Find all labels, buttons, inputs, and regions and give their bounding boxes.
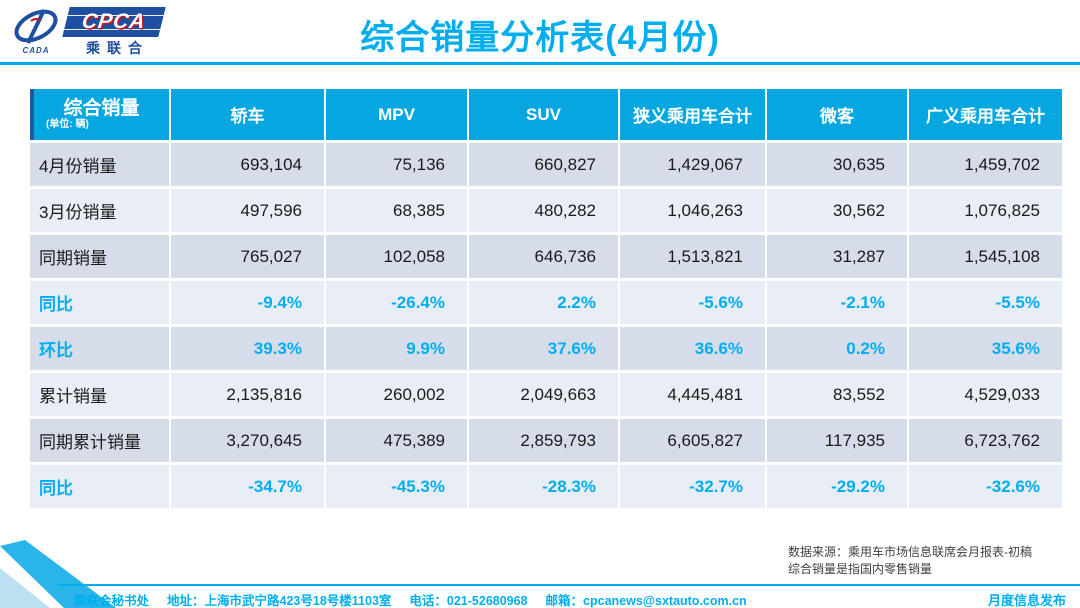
cell: 4,445,481 [620, 373, 765, 416]
cell: -29.2% [767, 465, 907, 508]
row-label: 环比 [30, 327, 169, 370]
cell: 1,513,821 [620, 235, 765, 278]
cell: 30,562 [767, 189, 907, 232]
cell: 475,389 [326, 419, 467, 462]
cell: 660,827 [469, 143, 618, 186]
cell: 1,046,263 [620, 189, 765, 232]
cell: 2.2% [469, 281, 618, 324]
cell: 9.9% [326, 327, 467, 370]
cell: -5.5% [909, 281, 1062, 324]
row-label: 累计销量 [30, 373, 169, 416]
cell: 2,859,793 [469, 419, 618, 462]
cell: 497,596 [171, 189, 324, 232]
cell: 31,287 [767, 235, 907, 278]
cpca-emblem: CADA [10, 7, 62, 55]
cell: -9.4% [171, 281, 324, 324]
cell: 75,136 [326, 143, 467, 186]
source-notes: 数据来源：乘用车市场信息联席会月报表-初稿 综合销量是指国内零售销量 [788, 544, 1032, 578]
table-row-mom: 环比 39.3% 9.9% 37.6% 36.6% 0.2% 35.6% [30, 327, 1062, 370]
cell: -34.7% [171, 465, 324, 508]
cell: 1,076,825 [909, 189, 1062, 232]
cell: 68,385 [326, 189, 467, 232]
cell: -5.6% [620, 281, 765, 324]
cell: 4,529,033 [909, 373, 1062, 416]
note-definition: 综合销量是指国内零售销量 [788, 562, 933, 576]
table-row-april-sales: 4月份销量 693,104 75,136 660,827 1,429,067 3… [30, 143, 1062, 186]
corner-header: 综合销量 (单位: 辆) [30, 89, 169, 140]
cell: 693,104 [171, 143, 324, 186]
cell: -28.3% [469, 465, 618, 508]
cell: 260,002 [326, 373, 467, 416]
cell: 6,723,762 [909, 419, 1062, 462]
corner-unit: (单位: 辆) [46, 118, 89, 130]
cell: 102,058 [326, 235, 467, 278]
col-header-mpv: MPV [326, 89, 467, 140]
col-header-minivan: 微客 [767, 89, 907, 140]
cell: 6,605,827 [620, 419, 765, 462]
note-source: 数据来源：乘用车市场信息联席会月报表-初稿 [788, 545, 1032, 559]
cell: 480,282 [469, 189, 618, 232]
row-label: 4月份销量 [30, 143, 169, 186]
cell: 2,135,816 [171, 373, 324, 416]
row-label: 同期累计销量 [30, 419, 169, 462]
cell: 35.6% [909, 327, 1062, 370]
table-row-march-sales: 3月份销量 497,596 68,385 480,282 1,046,263 3… [30, 189, 1062, 232]
corner-title: 综合销量 [63, 97, 140, 119]
cell: 36.6% [620, 327, 765, 370]
cell: 0.2% [767, 327, 907, 370]
cell: 765,027 [171, 235, 324, 278]
cell: 39.3% [171, 327, 324, 370]
cell: -32.6% [909, 465, 1062, 508]
cell: -26.4% [326, 281, 467, 324]
sales-table: 综合销量 (单位: 辆) 轿车 MPV SUV 狭义乘用车合计 微客 广义乘用车… [28, 86, 1064, 511]
table-header-row: 综合销量 (单位: 辆) 轿车 MPV SUV 狭义乘用车合计 微客 广义乘用车… [30, 89, 1062, 140]
footer-address: 地址：上海市武宁路423号18号楼1103室 [167, 594, 392, 608]
cell: 1,545,108 [909, 235, 1062, 278]
table-row-same-period-cumulative: 同期累计销量 3,270,645 475,389 2,859,793 6,605… [30, 419, 1062, 462]
col-header-broad-pv-total: 广义乘用车合计 [909, 89, 1062, 140]
cell: 117,935 [767, 419, 907, 462]
emblem-caption: CADA [22, 46, 50, 55]
cpca-emblem-icon [14, 9, 58, 44]
cell: 2,049,663 [469, 373, 618, 416]
footer-release-label: 月度信息发布 [987, 593, 1066, 608]
cell: 30,635 [767, 143, 907, 186]
table-row-cumulative-sales: 累计销量 2,135,816 260,002 2,049,663 4,445,4… [30, 373, 1062, 416]
table-row-cumulative-yoy: 同比 -34.7% -45.3% -28.3% -32.7% -29.2% -3… [30, 465, 1062, 508]
row-label: 同比 [30, 465, 169, 508]
cell: 646,736 [469, 235, 618, 278]
footer-contact: 乘联会秘书处 地址：上海市武宁路423号18号楼1103室 电话：021-526… [74, 590, 747, 608]
row-label: 同比 [30, 281, 169, 324]
col-header-sedan: 轿车 [171, 89, 324, 140]
cell: -2.1% [767, 281, 907, 324]
cell: 37.6% [469, 327, 618, 370]
cell: -45.3% [326, 465, 467, 508]
cpca-logo: CADA CPCA 乘联合 [10, 7, 166, 58]
table-row-yoy: 同比 -9.4% -26.4% 2.2% -5.6% -2.1% -5.5% [30, 281, 1062, 324]
footer-email: 邮箱：cpcanews@sxtauto.com.cn [545, 594, 747, 608]
page-title: 综合销量分析表(4月份) [360, 19, 720, 57]
cpca-block: CPCA 乘联合 [62, 7, 166, 58]
row-label: 3月份销量 [30, 189, 169, 232]
cell: -32.7% [620, 465, 765, 508]
cell: 3,270,645 [171, 419, 324, 462]
footer-org: 乘联会秘书处 [74, 594, 150, 608]
col-header-narrow-pv-total: 狭义乘用车合计 [620, 89, 765, 140]
cpca-cn-name: 乘联合 [86, 40, 149, 56]
row-label: 同期销量 [30, 235, 169, 278]
col-header-suv: SUV [469, 89, 618, 140]
footer-divider [58, 584, 1080, 586]
corner-decoration [0, 540, 116, 608]
title-divider [0, 62, 1080, 65]
cell: 83,552 [767, 373, 907, 416]
table-row-same-period-sales: 同期销量 765,027 102,058 646,736 1,513,821 3… [30, 235, 1062, 278]
footer-phone: 电话：021-52680968 [409, 594, 528, 608]
cell: 1,459,702 [909, 143, 1062, 186]
cell: 1,429,067 [620, 143, 765, 186]
